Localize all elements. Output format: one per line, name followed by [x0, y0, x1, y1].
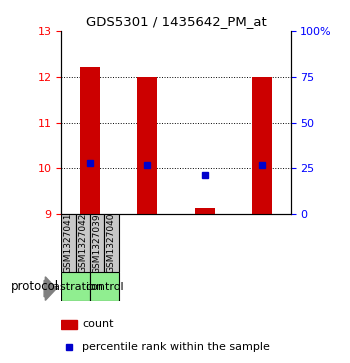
- Bar: [252, 77, 272, 214]
- Bar: [137, 77, 157, 214]
- Text: GSM1327040: GSM1327040: [107, 213, 116, 273]
- Bar: [76, 214, 90, 272]
- Text: protocol: protocol: [10, 280, 59, 293]
- Bar: [90, 214, 104, 272]
- Text: GSM1327041: GSM1327041: [64, 213, 73, 273]
- FancyArrow shape: [44, 277, 56, 301]
- Text: percentile rank within the sample: percentile rank within the sample: [82, 342, 270, 352]
- Text: count: count: [82, 319, 114, 329]
- Text: castration: castration: [48, 282, 104, 292]
- Bar: [80, 66, 100, 214]
- Bar: [195, 208, 215, 214]
- Text: GSM1327042: GSM1327042: [78, 213, 87, 273]
- Bar: [104, 214, 119, 272]
- Text: control: control: [85, 282, 124, 292]
- Title: GDS5301 / 1435642_PM_at: GDS5301 / 1435642_PM_at: [85, 15, 266, 28]
- Text: GSM1327039: GSM1327039: [92, 213, 102, 274]
- Bar: [61, 272, 90, 301]
- Bar: [90, 272, 119, 301]
- Bar: [61, 320, 77, 329]
- Bar: [61, 214, 76, 272]
